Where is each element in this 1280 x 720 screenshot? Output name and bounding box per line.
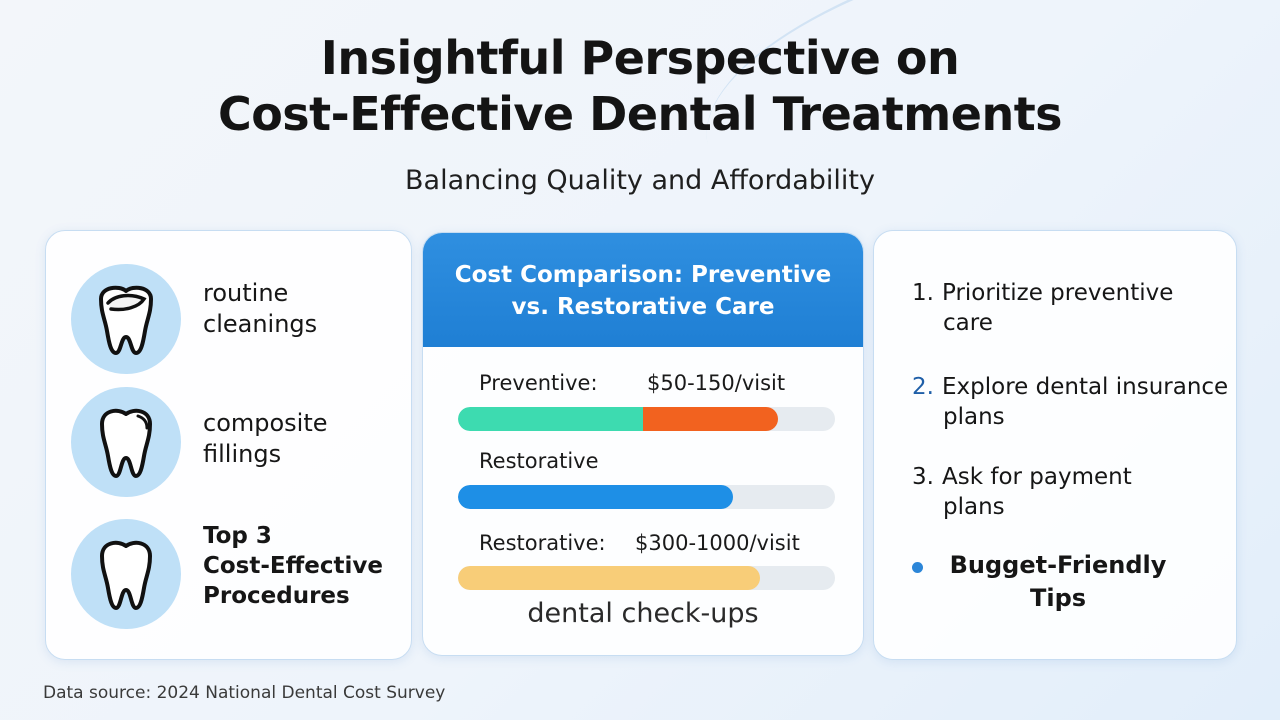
- bar-fill-segment: [642, 407, 779, 431]
- preventive-label: Preventive:: [479, 371, 598, 395]
- procedure-item-top3: Top 3 Cost-Effective Procedures: [71, 519, 406, 639]
- page-subtitle: Balancing Quality and Affordability: [405, 165, 875, 196]
- procedure-label-fillings: composite fillings: [203, 409, 328, 468]
- data-source: Data source: 2024 National Dental Cost S…: [43, 683, 446, 703]
- procedure-item-fillings: composite fillings: [71, 387, 406, 507]
- bullet-dot-icon: [912, 562, 923, 573]
- title-line-2: Cost-Effective Dental Treatments: [217, 87, 1063, 141]
- bar-fill-segment: [458, 485, 734, 509]
- preventive-cost: $50-150/visit: [647, 371, 786, 395]
- bar-fill-segment: [458, 407, 643, 431]
- tip-item-2: 2. Explore dental insurance plans: [912, 374, 1229, 430]
- restorative-bar: [458, 485, 835, 509]
- restorative-cost: $300-1000/visit: [635, 531, 800, 555]
- tip-item-3: 3. Ask for payment plans: [912, 464, 1132, 520]
- restorative-label: Restorative: [479, 449, 599, 473]
- tips-card: 1. Prioritize preventive care 2. Explore d…: [873, 230, 1237, 660]
- restorative-cost-bar: [458, 566, 835, 590]
- preventive-bar: [458, 407, 835, 431]
- tips-heading: Bugget-Friendly Tips: [949, 551, 1167, 612]
- restorative-cost-label: Restorative:: [479, 531, 606, 555]
- procedure-label-cleanings: routine cleanings: [203, 279, 318, 338]
- page-title: Insightful Perspective on Cost-Effective…: [0, 30, 1280, 142]
- tooth-cleaning-icon: [71, 264, 181, 374]
- tip-item-1: 1. Prioritize preventive care: [912, 280, 1174, 336]
- cost-comparison-header: Cost Comparison: Preventive vs. Restorat…: [423, 233, 863, 347]
- procedures-card: routine cleanings composite fillings Top…: [45, 230, 412, 660]
- title-line-1: Insightful Perspective on: [320, 31, 960, 85]
- comparison-caption: dental check-ups: [527, 598, 759, 629]
- procedure-item-cleanings: routine cleanings: [71, 264, 406, 384]
- bar-fill-segment: [458, 566, 760, 590]
- cost-comparison-card: Cost Comparison: Preventive vs. Restorat…: [422, 232, 864, 656]
- procedure-label-top3: Top 3 Cost-Effective Procedures: [203, 523, 383, 609]
- tooth-filling-icon: [71, 387, 181, 497]
- tooth-icon: [71, 519, 181, 629]
